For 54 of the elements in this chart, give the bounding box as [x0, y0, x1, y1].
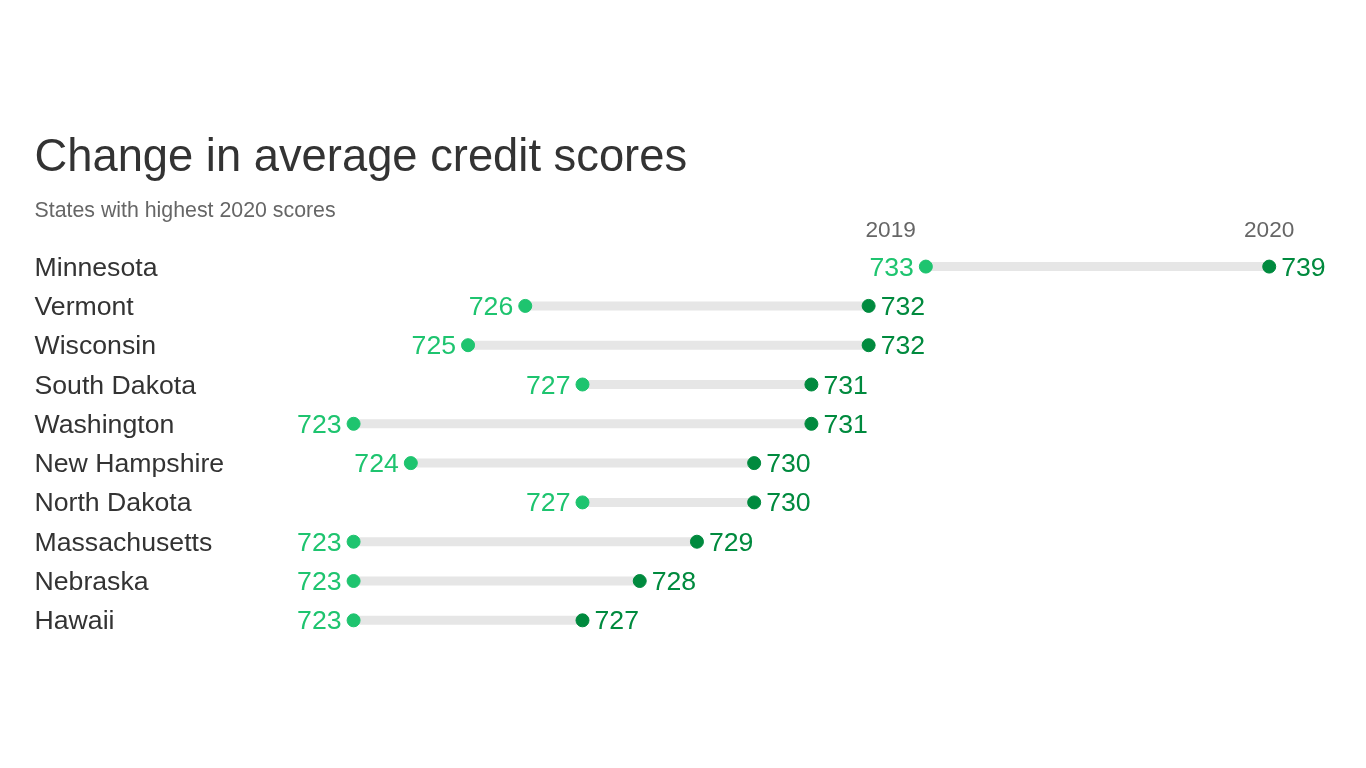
data-label: 728: [651, 566, 697, 597]
data-label: 724: [354, 448, 399, 479]
point: [747, 495, 762, 510]
data-label: 732: [880, 290, 926, 321]
point: [403, 456, 418, 471]
data-label: 730: [766, 448, 811, 479]
chart-title: Change in average credit scores: [34, 130, 688, 182]
series-label: 2019: [865, 215, 916, 242]
y-tick-label: Wisconsin: [34, 330, 156, 361]
y-tick-label: Massachusetts: [34, 526, 213, 557]
y-tick-label: Minnesota: [34, 251, 158, 282]
point: [518, 298, 533, 313]
y-tick-label: Hawaii: [34, 605, 115, 636]
point: [632, 574, 647, 589]
point: [1262, 259, 1277, 274]
data-label: 726: [468, 290, 514, 321]
point: [575, 377, 590, 392]
point: [804, 377, 819, 392]
y-tick-label: Nebraska: [34, 566, 149, 597]
y-tick-label: South Dakota: [34, 369, 197, 400]
point: [575, 495, 590, 510]
data-label: 731: [823, 369, 868, 400]
data-label: 731: [823, 408, 868, 439]
point: [861, 338, 876, 353]
data-label: 727: [594, 605, 639, 636]
point: [861, 298, 876, 313]
point: [346, 416, 361, 431]
data-label: 739: [1281, 251, 1326, 282]
point: [747, 456, 762, 471]
series-label: 2020: [1244, 215, 1295, 242]
data-label: 727: [526, 369, 571, 400]
data-label: 727: [526, 487, 571, 518]
point: [346, 574, 361, 589]
point: [346, 534, 361, 549]
point: [804, 416, 819, 431]
data-label: 733: [869, 251, 914, 282]
data-label: 729: [708, 526, 754, 557]
data-label: 723: [297, 566, 342, 597]
y-tick-label: North Dakota: [34, 487, 192, 518]
point: [918, 259, 933, 274]
data-label: 725: [411, 330, 457, 361]
data-label: 723: [297, 526, 342, 557]
point: [575, 613, 590, 628]
data-label: 730: [766, 487, 811, 518]
y-tick-label: New Hampshire: [34, 448, 225, 479]
data-label: 732: [880, 330, 926, 361]
data-label: 723: [297, 408, 342, 439]
data-label: 723: [297, 605, 342, 636]
y-tick-label: Washington: [34, 408, 175, 439]
point: [689, 534, 704, 549]
y-tick-label: Vermont: [34, 290, 135, 321]
point: [461, 338, 476, 353]
point: [346, 613, 361, 628]
chart-subtitle: States with highest 2020 scores: [34, 197, 336, 222]
